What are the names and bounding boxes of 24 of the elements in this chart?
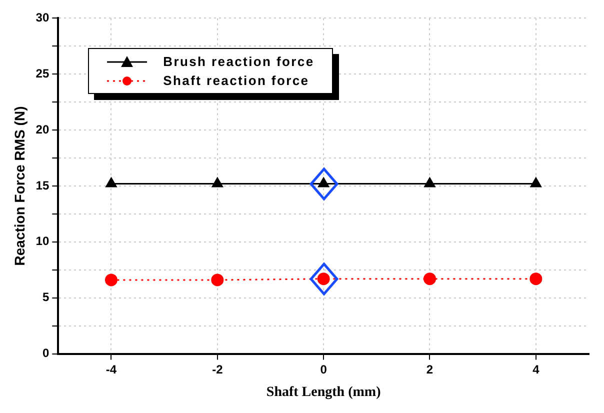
x-axis-title: Shaft Length (mm) bbox=[266, 385, 382, 400]
x-tick-label: -2 bbox=[212, 362, 224, 376]
point bbox=[423, 272, 436, 286]
y-tick-label: 25 bbox=[36, 66, 50, 80]
point bbox=[424, 178, 436, 188]
y-tick-label: 30 bbox=[36, 10, 50, 25]
y-axis-title: Reaction Force RMS (N) bbox=[11, 106, 28, 266]
point bbox=[212, 178, 223, 188]
y-tick-label: 10 bbox=[36, 234, 50, 248]
legend-label: Brush reaction force bbox=[163, 54, 314, 70]
point bbox=[104, 274, 118, 286]
point bbox=[211, 274, 224, 286]
point bbox=[530, 272, 542, 286]
point bbox=[106, 178, 117, 188]
x-tick-label: 2 bbox=[426, 362, 434, 376]
legend-label: Shaft reaction force bbox=[163, 73, 310, 88]
y-tick-label: 0 bbox=[42, 346, 50, 360]
y-tick-label: 20 bbox=[36, 122, 50, 136]
y-tick-label: 5 bbox=[42, 290, 50, 304]
point bbox=[530, 178, 542, 188]
x-tick-label: 4 bbox=[532, 362, 540, 376]
x-tick-label: -4 bbox=[106, 362, 117, 376]
x-tick-label: 0 bbox=[320, 362, 328, 376]
y-tick-label: 15 bbox=[36, 178, 50, 192]
